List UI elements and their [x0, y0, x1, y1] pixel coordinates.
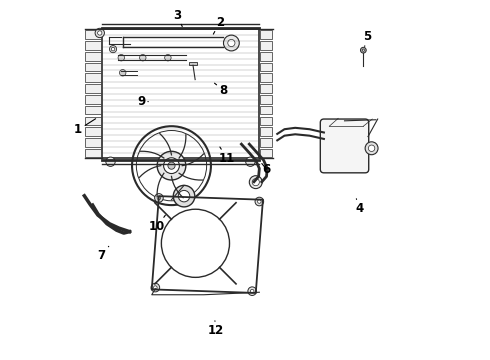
Circle shape — [165, 54, 171, 61]
Circle shape — [109, 45, 117, 53]
Circle shape — [249, 176, 262, 189]
Bar — [260, 138, 272, 147]
Bar — [85, 84, 101, 93]
Circle shape — [368, 145, 375, 152]
Circle shape — [157, 196, 161, 200]
Text: 2: 2 — [213, 16, 224, 34]
Circle shape — [250, 289, 254, 293]
Circle shape — [98, 31, 102, 35]
Bar — [190, 62, 197, 65]
Bar — [85, 117, 101, 125]
Circle shape — [157, 151, 186, 180]
Circle shape — [178, 190, 190, 202]
Bar — [85, 138, 101, 147]
Text: 9: 9 — [137, 95, 148, 108]
Circle shape — [164, 158, 179, 174]
Bar — [260, 84, 272, 93]
Circle shape — [168, 162, 175, 169]
Circle shape — [361, 47, 366, 53]
Bar — [85, 73, 101, 82]
Circle shape — [106, 157, 115, 166]
FancyBboxPatch shape — [320, 119, 368, 173]
Circle shape — [173, 185, 195, 207]
Bar — [260, 41, 272, 50]
Bar — [260, 149, 272, 157]
Text: 6: 6 — [262, 163, 270, 176]
Circle shape — [153, 286, 157, 289]
Bar — [260, 95, 272, 104]
Bar — [85, 95, 101, 104]
Circle shape — [155, 194, 163, 202]
Bar — [85, 127, 101, 136]
Circle shape — [255, 197, 264, 206]
Circle shape — [248, 287, 256, 296]
Bar — [260, 52, 272, 60]
Bar — [85, 106, 101, 114]
Bar — [260, 73, 272, 82]
Bar — [260, 106, 272, 114]
Bar — [85, 31, 101, 39]
Text: 11: 11 — [219, 147, 235, 165]
Bar — [260, 127, 272, 136]
Bar — [260, 31, 272, 39]
Circle shape — [111, 47, 115, 51]
Circle shape — [245, 157, 255, 166]
Bar — [85, 63, 101, 71]
Text: 8: 8 — [215, 83, 228, 97]
Circle shape — [120, 69, 126, 76]
Bar — [101, 30, 259, 158]
Circle shape — [252, 179, 259, 186]
Circle shape — [118, 54, 124, 61]
Circle shape — [140, 54, 146, 61]
Circle shape — [362, 49, 365, 51]
Circle shape — [95, 28, 104, 38]
Bar — [85, 52, 101, 60]
Bar — [260, 117, 272, 125]
Circle shape — [151, 283, 160, 292]
Text: 3: 3 — [173, 9, 182, 27]
Bar — [85, 41, 101, 50]
Text: 7: 7 — [98, 246, 109, 262]
Text: 4: 4 — [356, 199, 364, 215]
Text: 12: 12 — [208, 321, 224, 337]
Circle shape — [365, 142, 378, 155]
Text: 1: 1 — [74, 119, 96, 136]
Circle shape — [223, 35, 239, 51]
Circle shape — [258, 200, 261, 203]
Text: 5: 5 — [363, 30, 371, 46]
Circle shape — [228, 40, 235, 46]
Bar — [85, 149, 101, 157]
Bar — [260, 63, 272, 71]
Text: 10: 10 — [149, 215, 166, 233]
